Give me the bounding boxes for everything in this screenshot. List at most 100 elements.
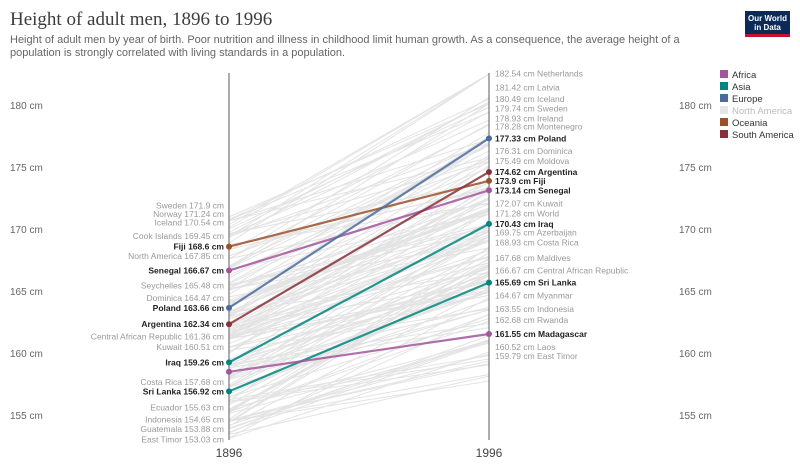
background-country-line xyxy=(228,165,490,336)
background-country-line xyxy=(228,375,490,435)
label-1896: East Timor 153.03 cm xyxy=(141,435,224,445)
legend-swatch xyxy=(720,106,728,114)
legend-label: Oceania xyxy=(732,118,768,129)
background-country-line xyxy=(228,241,490,290)
y-tick-label-left: 165 cm xyxy=(10,287,43,298)
x-tick-1996: 1996 xyxy=(476,446,503,460)
label-1996: 174.62 cm Argentina xyxy=(495,167,578,177)
label-1896: Central African Republic 161.36 cm xyxy=(91,331,224,341)
background-country-line xyxy=(228,98,490,220)
chart-subtitle: Height of adult men by year of birth. Po… xyxy=(10,34,680,59)
y-tick-label-left: 155 cm xyxy=(10,411,43,422)
series-line-madagascar xyxy=(228,332,490,373)
label-1996: 179.74 cm Sweden xyxy=(495,103,568,113)
background-country-line xyxy=(228,272,490,410)
background-country-line xyxy=(228,111,490,251)
logo-line-2: in Data xyxy=(754,23,781,32)
background-country-line xyxy=(228,187,490,340)
label-1996: 161.55 cm Madagascar xyxy=(495,329,588,339)
background-country-line xyxy=(228,297,490,439)
label-1996: 170.43 cm Iraq xyxy=(495,219,554,229)
background-country-line xyxy=(228,279,490,348)
y-tick-label-right: 155 cm xyxy=(679,411,712,422)
legend-label: Asia xyxy=(732,82,751,93)
label-1996: 163.55 cm Indonesia xyxy=(495,304,574,314)
point-1896 xyxy=(226,267,232,274)
label-1896: Argentina 162.34 cm xyxy=(141,319,224,329)
background-country-line xyxy=(228,189,490,354)
series-line-argentina xyxy=(228,170,490,326)
legend-swatch xyxy=(720,118,728,126)
x-tick-1896: 1896 xyxy=(216,446,243,460)
label-1896: North America 167.85 cm xyxy=(128,251,224,261)
background-country-line xyxy=(228,198,490,337)
background-country-line xyxy=(228,210,490,304)
point-1896 xyxy=(226,243,232,250)
label-1996: 182.54 cm Netherlands xyxy=(495,69,583,79)
point-1996 xyxy=(486,330,492,337)
label-1996: 173.14 cm Senegal xyxy=(495,185,571,195)
y-tick-label-right: 170 cm xyxy=(679,225,712,236)
background-country-line xyxy=(228,138,490,222)
label-1996: 162.68 cm Rwanda xyxy=(495,315,569,325)
chart-title: Height of adult men, 1896 to 1996 xyxy=(10,9,273,30)
label-1996: 181.42 cm Latvia xyxy=(495,83,560,93)
background-country-line xyxy=(228,189,490,248)
background-country-line xyxy=(228,181,490,235)
label-1896: Iraq 159.26 cm xyxy=(165,357,224,367)
background-country-line xyxy=(228,320,490,413)
background-country-line xyxy=(228,139,490,267)
background-country-line xyxy=(228,167,490,273)
background-country-line xyxy=(228,241,490,318)
background-country-line xyxy=(228,182,490,289)
label-1996: 172.07 cm Kuwait xyxy=(495,199,563,209)
y-tick-label-right: 180 cm xyxy=(679,101,712,112)
background-country-line xyxy=(228,340,490,429)
background-country-line xyxy=(228,226,490,326)
owid-logo[interactable]: Our World in Data xyxy=(745,11,790,37)
label-1996: 169.75 cm Azerbaijan xyxy=(495,227,577,237)
point-1896 xyxy=(226,368,232,375)
label-1896: Fiji 168.6 cm xyxy=(173,242,224,252)
label-1896: Ecuador 155.63 cm xyxy=(150,402,224,412)
background-country-line xyxy=(228,327,490,369)
background-country-line xyxy=(228,353,490,421)
background-country-line xyxy=(228,246,490,420)
background-country-line xyxy=(228,287,490,427)
background-country-line xyxy=(228,209,490,301)
label-1896: Dominica 164.47 cm xyxy=(147,293,224,303)
background-country-line xyxy=(228,363,490,421)
label-1996: 178.93 cm Ireland xyxy=(495,114,563,124)
background-country-line xyxy=(228,135,490,306)
label-1996: 180.49 cm Iceland xyxy=(495,94,565,104)
background-country-line xyxy=(228,209,490,320)
label-1996: 167.68 cm Maldives xyxy=(495,253,571,263)
background-country-line xyxy=(228,123,490,269)
label-1896: Norway 171.24 cm xyxy=(153,209,224,219)
y-tick-label-left: 175 cm xyxy=(10,163,43,174)
legend-label: North America xyxy=(732,106,793,117)
background-country-line xyxy=(228,160,490,235)
y-tick-label-left: 180 cm xyxy=(10,101,43,112)
label-1996: 164.67 cm Myanmar xyxy=(495,290,573,300)
background-country-line xyxy=(228,181,490,338)
y-tick-label-right: 175 cm xyxy=(679,163,712,174)
legend-swatch xyxy=(720,82,728,90)
legend-label: South America xyxy=(732,130,794,141)
point-1896 xyxy=(226,321,232,328)
logo-line-1: Our World xyxy=(748,14,787,23)
y-tick-label-left: 160 cm xyxy=(10,349,43,360)
background-country-line xyxy=(228,185,490,353)
label-1996: 171.28 cm World xyxy=(495,208,559,218)
background-country-line xyxy=(228,101,490,239)
background-country-line xyxy=(228,291,490,380)
point-1896 xyxy=(226,359,232,366)
label-1896: Sweden 171.9 cm xyxy=(156,201,224,211)
series-line-senegal xyxy=(228,189,490,272)
legend-label: Africa xyxy=(732,70,757,81)
background-country-line xyxy=(228,142,490,238)
series-line-poland xyxy=(228,137,490,309)
background-country-line xyxy=(228,358,490,402)
label-1896: Costa Rica 157.68 cm xyxy=(140,377,224,387)
